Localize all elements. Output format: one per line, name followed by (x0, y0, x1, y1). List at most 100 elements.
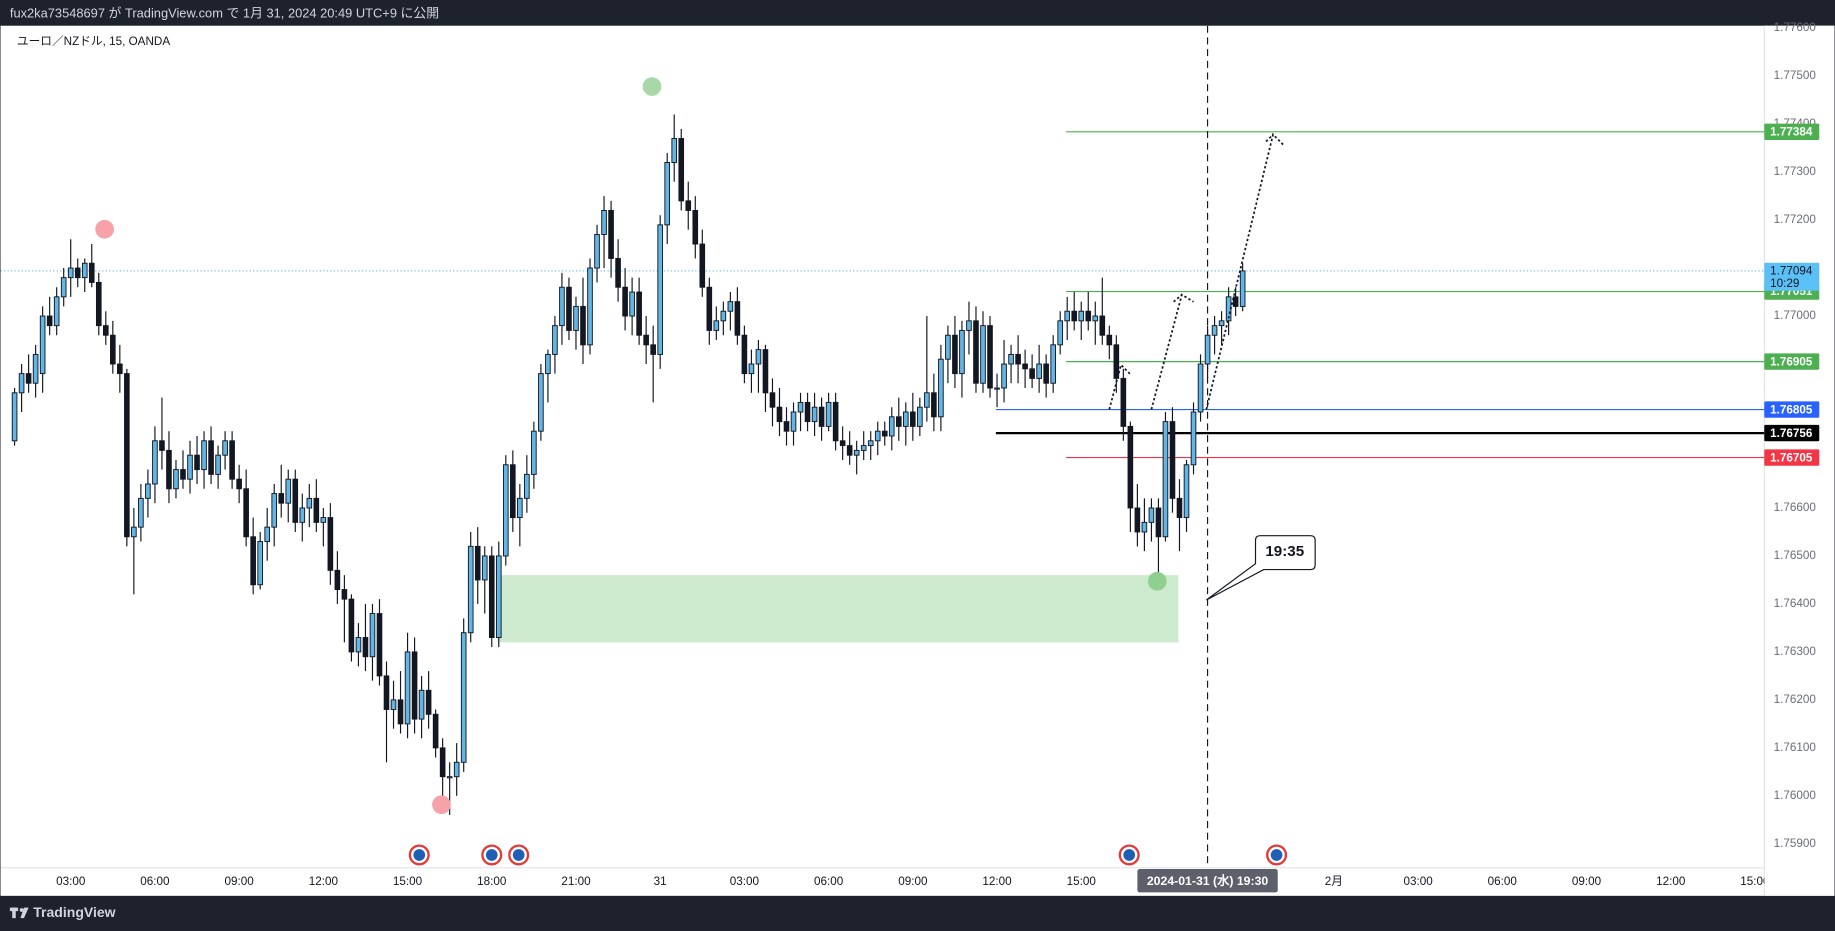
candle-body (1120, 377, 1127, 427)
price-tag (1764, 401, 1820, 418)
candle-body (1183, 464, 1190, 519)
candle-body (734, 301, 741, 336)
countdown-label: 10:29 (1770, 277, 1799, 290)
candle-body (278, 493, 285, 504)
x-tick-label: 09:00 (225, 875, 255, 888)
swing-low-marker (1147, 571, 1167, 591)
candle-body (32, 353, 39, 384)
candle-body (959, 329, 965, 375)
candle-body (790, 411, 797, 432)
x-tick-label: 06:00 (140, 875, 170, 888)
candle-body (236, 478, 242, 490)
candle-body (334, 569, 341, 591)
candle-body (1162, 421, 1169, 538)
current-price-label: 1.77094 (1770, 265, 1813, 278)
candle-body (474, 545, 481, 581)
candle-body (495, 555, 502, 638)
candle-body (250, 536, 256, 586)
candle-body (243, 488, 249, 538)
candle-body (432, 713, 439, 749)
candle-body (994, 387, 1000, 390)
candle-body (404, 651, 411, 725)
candle-body (713, 320, 720, 331)
candle-body (1029, 368, 1035, 379)
candle-body (1197, 363, 1204, 413)
candle-body (615, 257, 621, 288)
candle-body (811, 406, 818, 423)
candle-body (1204, 334, 1211, 365)
candle-body (1008, 353, 1014, 365)
candle-body (1001, 363, 1007, 389)
candle-body (110, 334, 116, 365)
candle-body (425, 689, 432, 715)
candle-body (341, 589, 348, 600)
candle-body (222, 440, 228, 456)
price-tag-label: 1.77384 (1770, 125, 1813, 138)
candle-body (1113, 344, 1120, 379)
price-tag-label: 1.76905 (1770, 355, 1813, 368)
candle-body (987, 325, 993, 389)
candle-body (846, 445, 853, 456)
candle-body (966, 320, 972, 331)
candle-body (650, 344, 656, 355)
candle-body (1092, 315, 1099, 322)
candle-body (755, 349, 762, 365)
candle-body (636, 291, 642, 336)
y-tick-label: 1.76100 (1774, 741, 1817, 754)
candle-body (531, 430, 537, 475)
candle-body (762, 349, 769, 394)
candle-body (748, 363, 755, 375)
candle-body (1169, 421, 1176, 499)
candle-body (327, 517, 334, 571)
x-tick-label: 15:00 (1740, 875, 1770, 888)
candle-body (11, 392, 18, 442)
crosshair-label: 2024-01-31 (水) 19:30 (1147, 873, 1269, 888)
candle-body (938, 358, 944, 418)
candle-body (292, 478, 299, 523)
candle-body (1057, 320, 1063, 346)
candle-body (818, 406, 825, 427)
event-icons (408, 844, 1288, 866)
x-tick-label: 15:00 (393, 875, 423, 888)
candle-body (418, 689, 425, 720)
candle-body (446, 776, 453, 779)
price-tag-label: 1.76805 (1770, 403, 1813, 416)
candle-body (194, 454, 200, 471)
callout-text: 19:35 (1265, 543, 1304, 560)
candle-body (215, 454, 221, 475)
candle-body (88, 262, 95, 283)
candle-body (124, 373, 130, 538)
x-tick-label: 06:00 (814, 875, 844, 888)
candle-body (608, 209, 614, 259)
candle-body (306, 497, 313, 509)
candle-body (769, 392, 776, 408)
price-tag (1764, 424, 1820, 442)
candle-body (874, 430, 881, 442)
candle-body (973, 320, 979, 384)
x-tick-label: 12:00 (309, 875, 339, 888)
candle-body (1141, 521, 1148, 533)
x-tick-label: 12:00 (1656, 875, 1686, 888)
candle-body (1071, 310, 1078, 322)
x-tick-label: 21:00 (561, 875, 591, 888)
candle-body (60, 277, 67, 298)
candle-body (46, 315, 53, 327)
candle-body (657, 224, 663, 355)
x-tick-label: 03:00 (1403, 875, 1433, 888)
candle-body (860, 445, 867, 451)
y-tick-label: 1.76600 (1774, 501, 1817, 514)
candle-body (355, 637, 362, 653)
candle-body (853, 449, 860, 456)
candle-body (671, 138, 678, 163)
candle-body (783, 421, 790, 432)
candle-body (1134, 507, 1141, 533)
candle-body (1043, 363, 1049, 384)
event-icon (508, 844, 530, 866)
candle-body (271, 493, 278, 528)
candle-body (902, 411, 909, 427)
candle-body (1232, 296, 1239, 307)
candle-body (552, 325, 558, 355)
candle-body (180, 469, 186, 480)
